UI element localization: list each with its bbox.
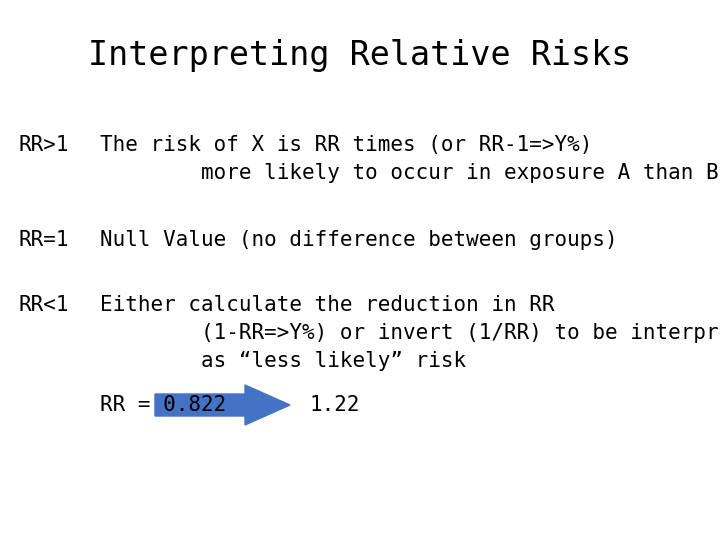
- Text: Null Value (no difference between groups): Null Value (no difference between groups…: [100, 230, 618, 250]
- Text: Either calculate the reduction in RR
        (1-RR=>Y%) or invert (1/RR) to be i: Either calculate the reduction in RR (1-…: [100, 295, 720, 371]
- Text: RR>1: RR>1: [18, 135, 68, 155]
- Text: The risk of X is RR times (or RR-1=>Y%)
        more likely to occur in exposure: The risk of X is RR times (or RR-1=>Y%) …: [100, 135, 719, 183]
- Text: RR=1: RR=1: [18, 230, 68, 250]
- FancyArrow shape: [155, 385, 290, 425]
- Text: 1.22: 1.22: [310, 395, 361, 415]
- Text: Interpreting Relative Risks: Interpreting Relative Risks: [89, 38, 631, 71]
- Text: RR<1: RR<1: [18, 295, 68, 315]
- Text: RR = 0.822: RR = 0.822: [100, 395, 226, 415]
